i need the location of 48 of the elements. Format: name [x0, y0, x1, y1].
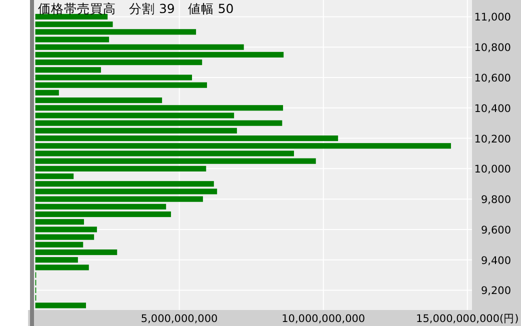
bar [35, 14, 108, 20]
bar [35, 302, 86, 308]
bar [35, 36, 110, 42]
y-tick-label: 10,400 [474, 102, 511, 115]
bar [35, 150, 294, 156]
bar [35, 249, 118, 256]
bar [35, 143, 451, 149]
y-tick-label: 10,800 [474, 42, 511, 54]
bar [35, 181, 214, 187]
bar [35, 257, 78, 263]
y-tick-label: 10,600 [474, 72, 511, 84]
bar [35, 173, 74, 180]
bar [35, 120, 282, 126]
y-tick-label: 9,800 [480, 194, 511, 206]
bar [35, 97, 162, 104]
x-tick-label: 10,000,000,000 [282, 313, 366, 325]
bar [35, 22, 113, 28]
bar [35, 242, 84, 248]
bar [35, 105, 284, 111]
y-tick-label: 9,200 [480, 285, 511, 298]
y-tick-label: 9,400 [480, 254, 511, 267]
bar [35, 219, 84, 225]
y-tick-label: 9,600 [480, 224, 511, 236]
bar [35, 112, 234, 118]
bar [35, 166, 206, 172]
bar [35, 158, 316, 164]
bar [35, 74, 192, 80]
x-tick-label: 15,000,000,000(円) [416, 313, 519, 325]
bar [35, 196, 203, 202]
bar [35, 204, 166, 210]
y-tick-label: 11,000 [474, 12, 511, 24]
bar [35, 44, 244, 50]
bar [35, 90, 59, 96]
bar [35, 52, 284, 58]
bar [35, 135, 338, 142]
bar [35, 67, 101, 73]
bar [35, 82, 207, 88]
y-tick-label: 10,000 [474, 164, 511, 176]
bar [35, 128, 237, 134]
bar [35, 234, 94, 240]
bar [35, 188, 218, 194]
bar [35, 211, 171, 218]
y-tick-label: 10,200 [474, 133, 511, 146]
bar [35, 29, 196, 35]
x-tick-label: 5,000,000,000 [140, 313, 218, 325]
bar [35, 60, 202, 66]
chart-title: 価格帯売買高 分割 39 値幅 50 [38, 1, 234, 16]
bar [35, 226, 97, 232]
